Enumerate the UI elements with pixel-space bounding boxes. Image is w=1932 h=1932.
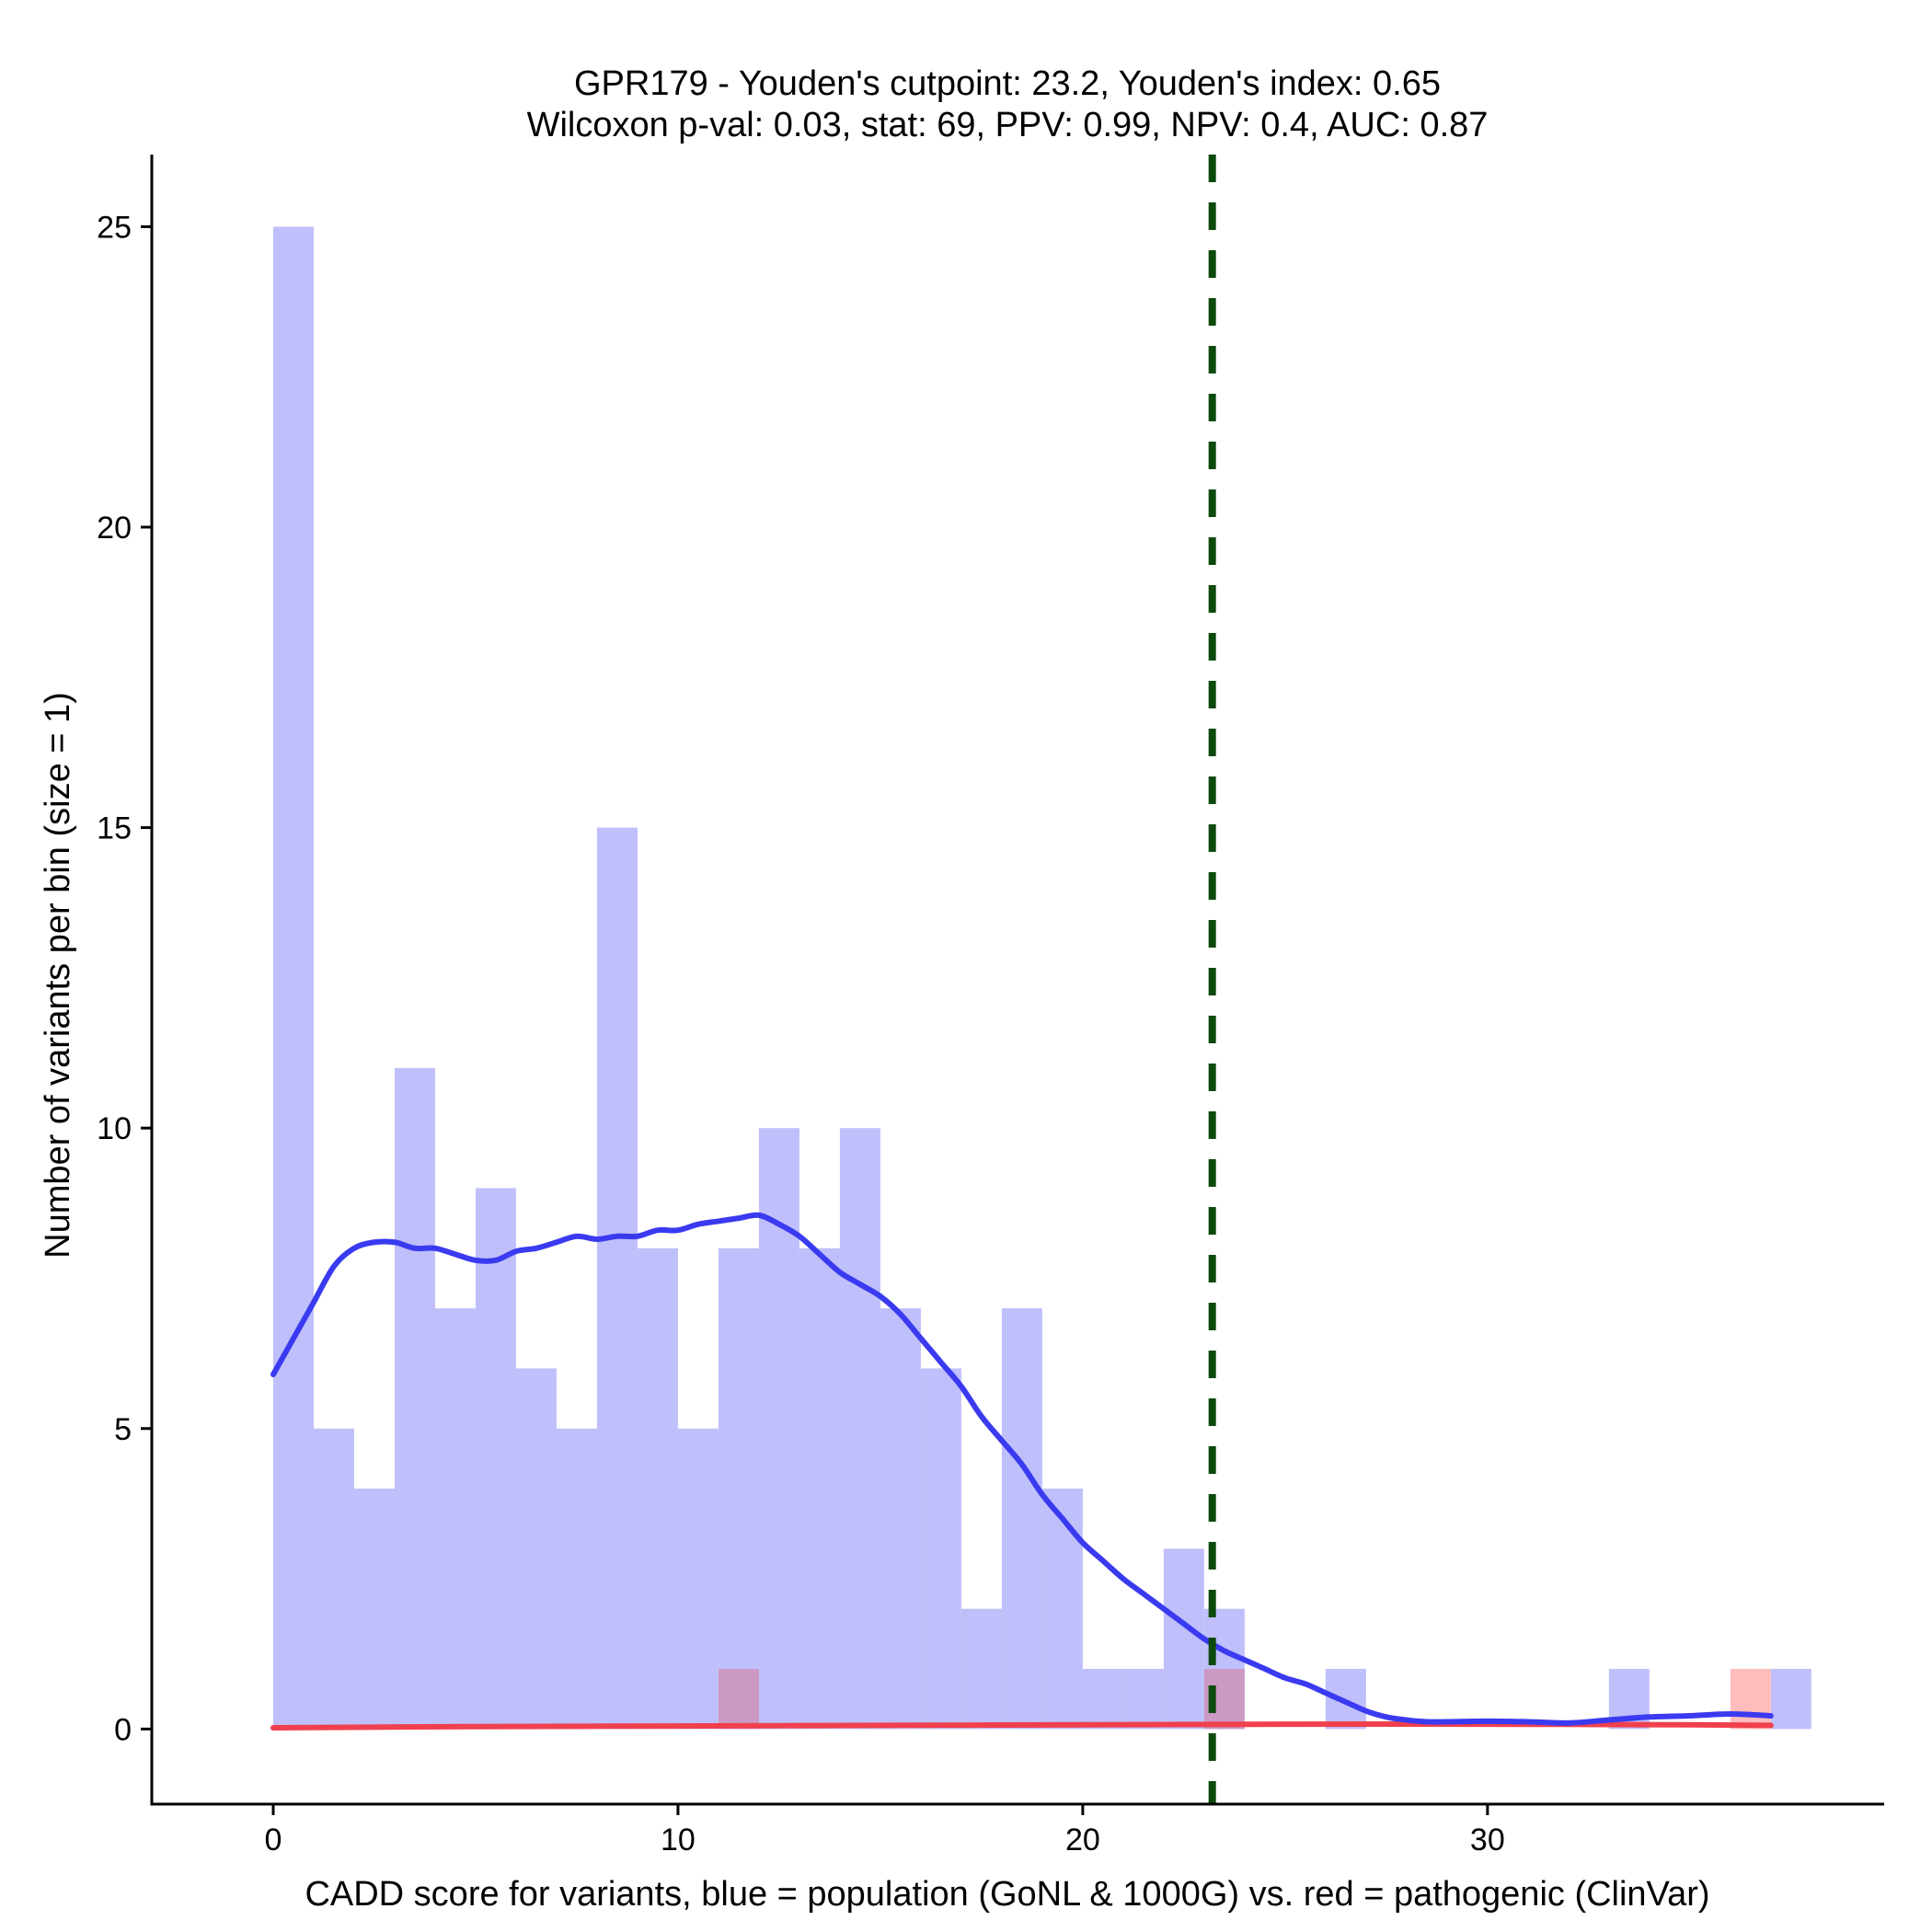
population-bar bbox=[272, 226, 314, 1730]
density-lines bbox=[270, 155, 1774, 1804]
population-bar bbox=[758, 1128, 799, 1730]
population-bar bbox=[637, 1248, 678, 1730]
y-tick-label: 25 bbox=[97, 210, 132, 245]
population-bar bbox=[880, 1308, 921, 1730]
x-axis-label: CADD score for variants, blue = populati… bbox=[305, 1875, 1709, 1914]
axes: 0 5 10 15 20 25 0 10 20 30 bbox=[97, 155, 1884, 1857]
population-bar bbox=[718, 1248, 759, 1730]
population-bar bbox=[353, 1489, 395, 1730]
x-tick-label: 0 bbox=[265, 1823, 282, 1857]
population-bar bbox=[1770, 1669, 1811, 1730]
y-tick-label: 15 bbox=[97, 811, 132, 846]
y-tick-label: 20 bbox=[97, 511, 132, 546]
population-bar bbox=[1001, 1308, 1042, 1730]
population-bar bbox=[839, 1128, 880, 1730]
population-density-line bbox=[270, 1212, 1774, 1726]
pathogenic-bar bbox=[718, 1669, 759, 1730]
chart-title-line1: GPR179 - Youden's cutpoint: 23.2, Youden… bbox=[574, 64, 1441, 103]
population-bar bbox=[556, 1428, 597, 1730]
population-bar bbox=[799, 1248, 840, 1730]
population-bar bbox=[1041, 1489, 1083, 1730]
population-bar bbox=[960, 1608, 1002, 1730]
population-bar bbox=[434, 1308, 476, 1730]
population-bar bbox=[515, 1368, 557, 1730]
y-tick-label: 0 bbox=[114, 1712, 132, 1747]
y-tick-label: 5 bbox=[114, 1412, 132, 1447]
x-tick-label: 10 bbox=[661, 1823, 696, 1857]
y-tick-label: 10 bbox=[97, 1111, 132, 1146]
y-axis-label: Number of variants per bin (size = 1) bbox=[39, 692, 77, 1259]
population-bar bbox=[596, 827, 638, 1730]
population-bars bbox=[272, 226, 1811, 1730]
population-bar bbox=[394, 1067, 435, 1730]
population-bar bbox=[677, 1428, 719, 1730]
x-tick-label: 30 bbox=[1470, 1823, 1505, 1857]
population-bar bbox=[313, 1428, 354, 1730]
chart-title-line2: Wilcoxon p-val: 0.03, stat: 69, PPV: 0.9… bbox=[527, 106, 1489, 144]
population-bar bbox=[1082, 1669, 1123, 1730]
population-bar bbox=[920, 1368, 961, 1730]
x-tick-label: 20 bbox=[1065, 1823, 1100, 1857]
population-bar bbox=[475, 1188, 516, 1730]
population-bar bbox=[1163, 1548, 1204, 1730]
population-bar bbox=[1122, 1669, 1164, 1730]
pathogenic-bar bbox=[1730, 1669, 1771, 1730]
